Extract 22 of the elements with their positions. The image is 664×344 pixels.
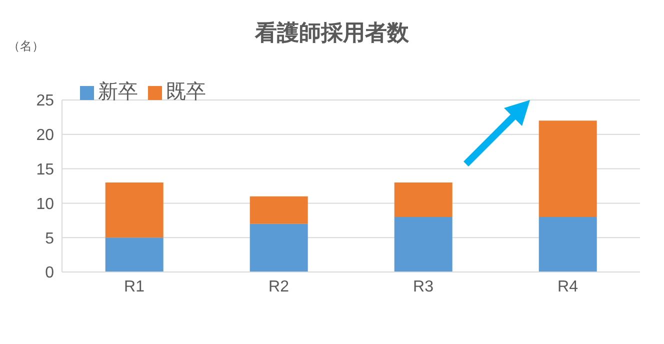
bar — [250, 196, 308, 224]
y-tick-label: 20 — [36, 127, 54, 144]
x-tick-label: R1 — [124, 278, 145, 296]
x-tick-label: R4 — [558, 278, 578, 296]
bar — [105, 238, 164, 272]
y-axis-title: （名） — [8, 38, 44, 55]
bar — [538, 216, 597, 272]
y-tick-label: 10 — [36, 196, 54, 213]
y-tick-label: 5 — [45, 230, 54, 248]
legend-label: 既卒 — [166, 81, 206, 103]
x-tick-label: R3 — [413, 278, 434, 296]
bar — [394, 216, 452, 272]
y-tick-label: 15 — [36, 161, 54, 178]
chart-title: 看護師採用者数 — [255, 20, 409, 45]
bar — [105, 182, 164, 238]
y-tick-label: 25 — [36, 92, 54, 110]
bar — [394, 182, 452, 217]
bar — [250, 224, 308, 272]
legend-label: 新卒 — [98, 81, 138, 103]
x-tick-label: R2 — [268, 278, 290, 296]
bar — [538, 120, 597, 217]
y-tick-label: 0 — [45, 264, 54, 282]
